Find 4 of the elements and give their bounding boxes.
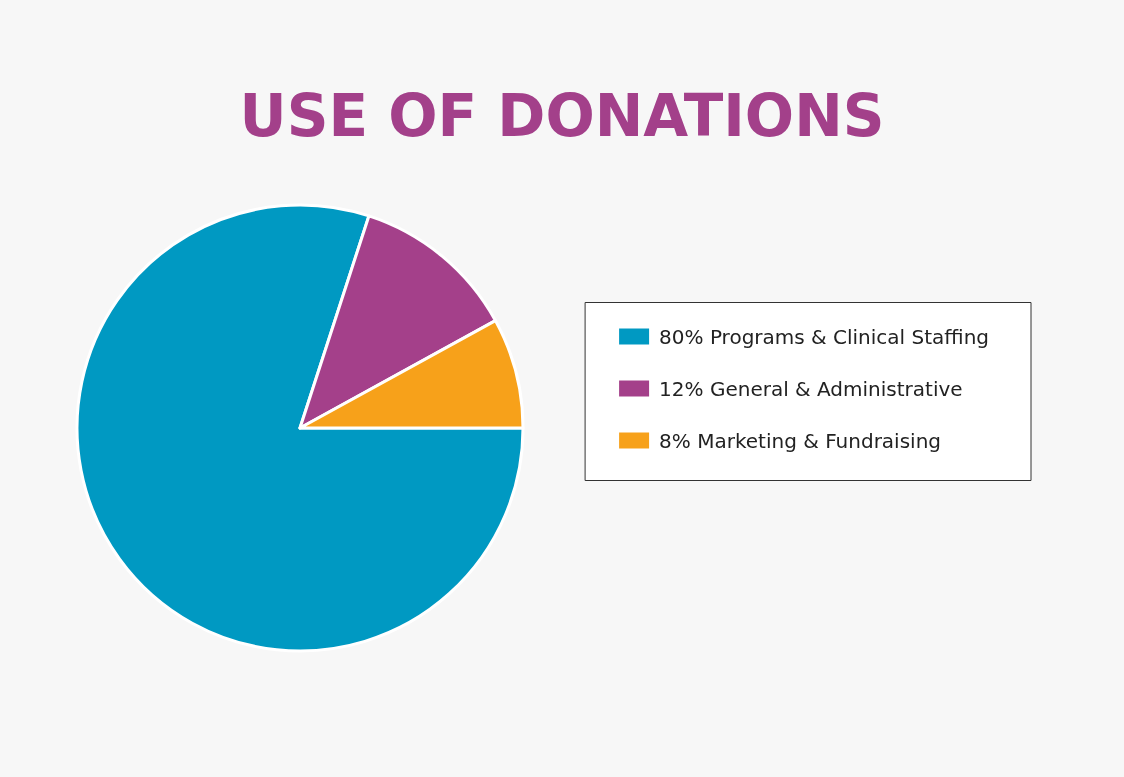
legend-label: 8% Marketing & Fundraising: [659, 428, 942, 453]
legend-label: 12% General & Administrative: [659, 376, 963, 401]
chart-title: USE OF DONATIONS: [239, 82, 885, 150]
legend-label: 80% Programs & Clinical Staffing: [659, 324, 989, 349]
